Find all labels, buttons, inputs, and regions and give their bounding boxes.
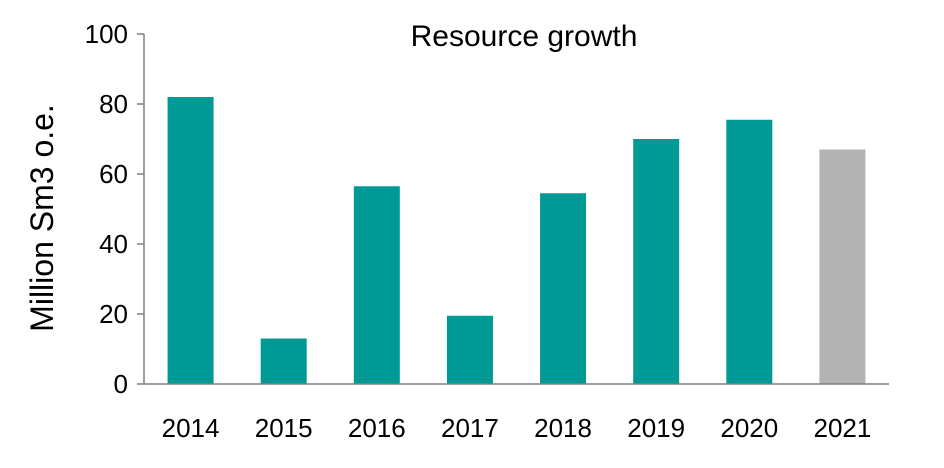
- y-tick-label: 0: [114, 369, 128, 399]
- x-tick-label-2019: 2019: [627, 413, 685, 443]
- y-tick-label: 60: [99, 159, 128, 189]
- x-tick-label-2018: 2018: [534, 413, 592, 443]
- bar-2021: [819, 149, 866, 384]
- y-axis-label: Million Sm3 o.e.: [24, 104, 60, 332]
- y-tick-label: 80: [99, 89, 128, 119]
- x-tick-label-2014: 2014: [162, 413, 220, 443]
- bar-2017: [446, 315, 493, 384]
- x-tick-label-2021: 2021: [814, 413, 872, 443]
- bar-2019: [633, 139, 680, 384]
- bar-2015: [260, 338, 307, 384]
- bar-2018: [540, 193, 587, 384]
- x-tick-label-2020: 2020: [720, 413, 778, 443]
- x-tick-label-2016: 2016: [348, 413, 406, 443]
- bars-group: [167, 97, 866, 384]
- x-tick-label-2017: 2017: [441, 413, 499, 443]
- y-tick-label: 40: [99, 229, 128, 259]
- x-tick-label-2015: 2015: [255, 413, 313, 443]
- chart-title: Resource growth: [411, 20, 638, 53]
- bar-2020: [726, 119, 773, 384]
- bar-2016: [353, 186, 400, 384]
- bar-2014: [167, 97, 214, 384]
- x-axis-ticks: 2014 2015 2016 2017 2018 2019 2020 2021: [162, 413, 872, 443]
- y-axis-ticks: 0 20 40 60 80 100: [85, 19, 144, 399]
- y-tick-label: 100: [85, 19, 128, 49]
- y-tick-label: 20: [99, 299, 128, 329]
